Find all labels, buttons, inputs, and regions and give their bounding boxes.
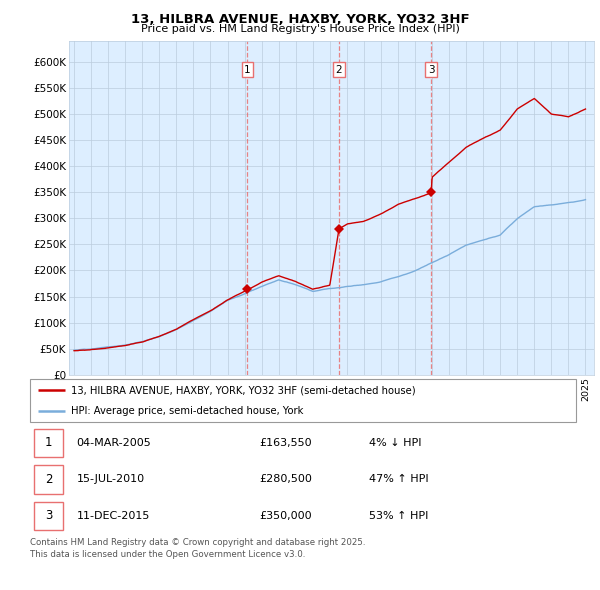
- Text: 04-MAR-2005: 04-MAR-2005: [76, 438, 151, 448]
- Text: This data is licensed under the Open Government Licence v3.0.: This data is licensed under the Open Gov…: [30, 550, 305, 559]
- Text: 1: 1: [45, 437, 52, 450]
- Text: HPI: Average price, semi-detached house, York: HPI: Average price, semi-detached house,…: [71, 406, 304, 416]
- Text: £350,000: £350,000: [259, 511, 312, 521]
- Text: 15-JUL-2010: 15-JUL-2010: [76, 474, 145, 484]
- Text: 4% ↓ HPI: 4% ↓ HPI: [368, 438, 421, 448]
- FancyBboxPatch shape: [30, 379, 576, 422]
- FancyBboxPatch shape: [34, 429, 63, 457]
- Text: 11-DEC-2015: 11-DEC-2015: [76, 511, 150, 521]
- Text: 2: 2: [45, 473, 52, 486]
- Text: 3: 3: [428, 65, 434, 74]
- Text: 47% ↑ HPI: 47% ↑ HPI: [368, 474, 428, 484]
- FancyBboxPatch shape: [34, 465, 63, 494]
- Text: £280,500: £280,500: [259, 474, 312, 484]
- Text: Contains HM Land Registry data © Crown copyright and database right 2025.: Contains HM Land Registry data © Crown c…: [30, 538, 365, 547]
- Text: 53% ↑ HPI: 53% ↑ HPI: [368, 511, 428, 521]
- Text: 3: 3: [45, 509, 52, 522]
- Text: £163,550: £163,550: [259, 438, 312, 448]
- Text: 13, HILBRA AVENUE, HAXBY, YORK, YO32 3HF (semi-detached house): 13, HILBRA AVENUE, HAXBY, YORK, YO32 3HF…: [71, 385, 416, 395]
- Text: 1: 1: [244, 65, 251, 74]
- Text: 13, HILBRA AVENUE, HAXBY, YORK, YO32 3HF: 13, HILBRA AVENUE, HAXBY, YORK, YO32 3HF: [131, 13, 469, 26]
- Text: 2: 2: [335, 65, 343, 74]
- FancyBboxPatch shape: [34, 502, 63, 530]
- Text: Price paid vs. HM Land Registry's House Price Index (HPI): Price paid vs. HM Land Registry's House …: [140, 24, 460, 34]
